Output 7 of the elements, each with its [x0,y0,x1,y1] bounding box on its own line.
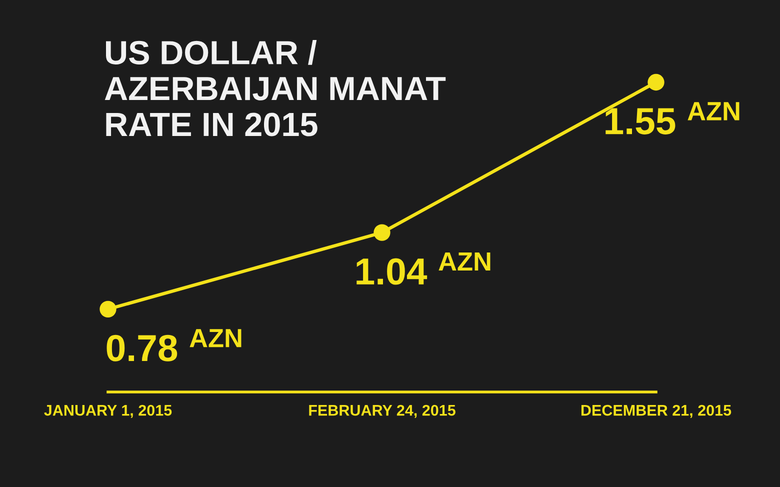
data-label: 0.78 $^{AZN}$ [106,329,242,362]
x-tick-label: DECEMBER 21, 2015 [581,404,732,418]
x-tick-label: JANUARY 1, 2015 [44,404,172,418]
chart-title: US DOLLAR / AZERBAIJAN MANAT RATE IN 2015 [104,40,446,136]
data-label: 1.04 $^{AZN}$ [356,252,490,285]
x-tick-label: FEBRUARY 24, 2015 [309,404,456,418]
data-label: 1.55 $^{AZN}$ [606,102,740,134]
